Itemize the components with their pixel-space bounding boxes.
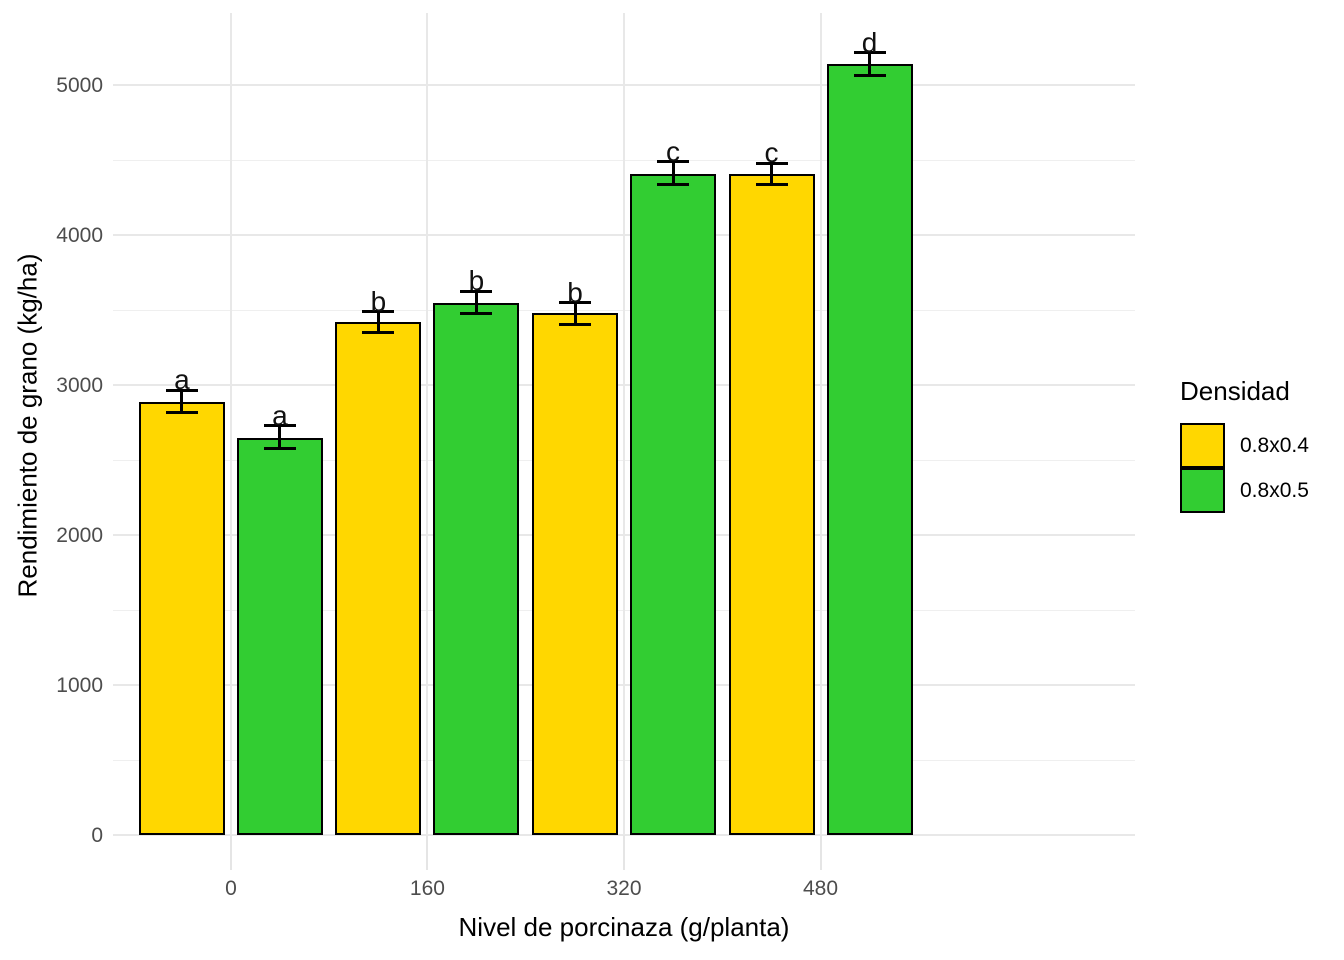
error-bar-cap-bottom (460, 312, 493, 316)
x-tick-label: 0 (225, 877, 237, 900)
error-bar-cap-top (460, 289, 493, 293)
bar-0.8x0.4-480 (728, 173, 815, 835)
error-bar-line (868, 52, 872, 76)
gridline-category-0 (229, 13, 232, 835)
significance-letter: b (370, 285, 387, 317)
error-bar-line (474, 291, 478, 314)
error-bar-cap-top (657, 160, 689, 163)
error-bar-cap-top (755, 161, 788, 165)
error-bar-line (180, 390, 184, 413)
bar-0.8x0.4-320 (532, 313, 618, 835)
bar-0.8x0.5-0 (236, 437, 323, 835)
gridline-category-480 (819, 13, 822, 835)
significance-letter: c (666, 135, 680, 167)
error-bar-cap-top (559, 301, 591, 304)
legend-label: 0.8x0.5 (1240, 478, 1309, 502)
x-axis-title: Nivel de porcinaza (g/planta) (458, 912, 790, 942)
error-bar-line (770, 163, 774, 185)
x-axis-tick (426, 835, 429, 870)
y-tick-label: 1000 (56, 674, 103, 697)
error-bar-line (278, 425, 282, 449)
x-tick-label: 320 (606, 877, 642, 900)
error-bar-cap-bottom (657, 182, 689, 186)
error-bar-cap-bottom (263, 447, 296, 451)
y-tick-label: 2000 (56, 524, 103, 547)
legend-title: Densidad (1180, 376, 1290, 406)
legend-swatch-density-0.8x0.4 (1180, 423, 1225, 468)
y-tick-label: 5000 (56, 74, 103, 97)
error-bar-cap-bottom (853, 73, 886, 77)
significance-letter: b (468, 265, 485, 297)
x-axis-tick (229, 835, 232, 870)
error-bar-line (671, 161, 675, 184)
x-axis-tick (623, 835, 625, 870)
y-tick-label: 0 (91, 824, 103, 847)
bar-0.8x0.4-0 (138, 401, 225, 835)
significance-letter: a (174, 364, 190, 396)
legend: Densidad 0.8x0.4 0.8x0.5 (1180, 376, 1309, 513)
y-tick-label: 3000 (56, 374, 103, 397)
significance-letter: c (764, 137, 779, 168)
error-bar-cap-top (362, 310, 395, 313)
error-bar-cap-top (263, 424, 296, 427)
error-bar-cap-bottom (755, 183, 788, 187)
x-tick-label: 160 (409, 877, 445, 900)
error-bar-cap-top (853, 51, 886, 55)
error-bar-cap-bottom (559, 322, 591, 326)
x-tick-label: 480 (803, 877, 839, 900)
gridline-category-320 (623, 13, 625, 835)
legend-item: 0.8x0.5 (1180, 468, 1309, 513)
bar-0.8x0.4-160 (335, 322, 422, 835)
bar-0.8x0.5-480 (826, 64, 913, 835)
legend-swatch-density-0.8x0.5 (1180, 468, 1225, 513)
legend-item: 0.8x0.4 (1180, 423, 1309, 468)
y-tick-label: 4000 (56, 224, 103, 247)
error-bar-cap-bottom (165, 411, 198, 415)
legend-label: 0.8x0.4 (1240, 433, 1309, 457)
significance-letter: d (861, 26, 878, 58)
significance-letter: a (272, 399, 288, 431)
error-bar-line (376, 311, 380, 333)
error-bar-cap-bottom (362, 331, 395, 334)
gridline-category-160 (426, 13, 429, 835)
bar-0.8x0.5-160 (433, 302, 520, 835)
significance-letter: b (567, 276, 583, 308)
error-bar-cap-top (165, 388, 198, 392)
bar-0.8x0.5-320 (630, 173, 716, 835)
x-axis-tick (819, 835, 822, 870)
y-axis-title: Rendimiento de grano (kg/ha) (12, 253, 43, 598)
error-bar-line (573, 302, 577, 325)
